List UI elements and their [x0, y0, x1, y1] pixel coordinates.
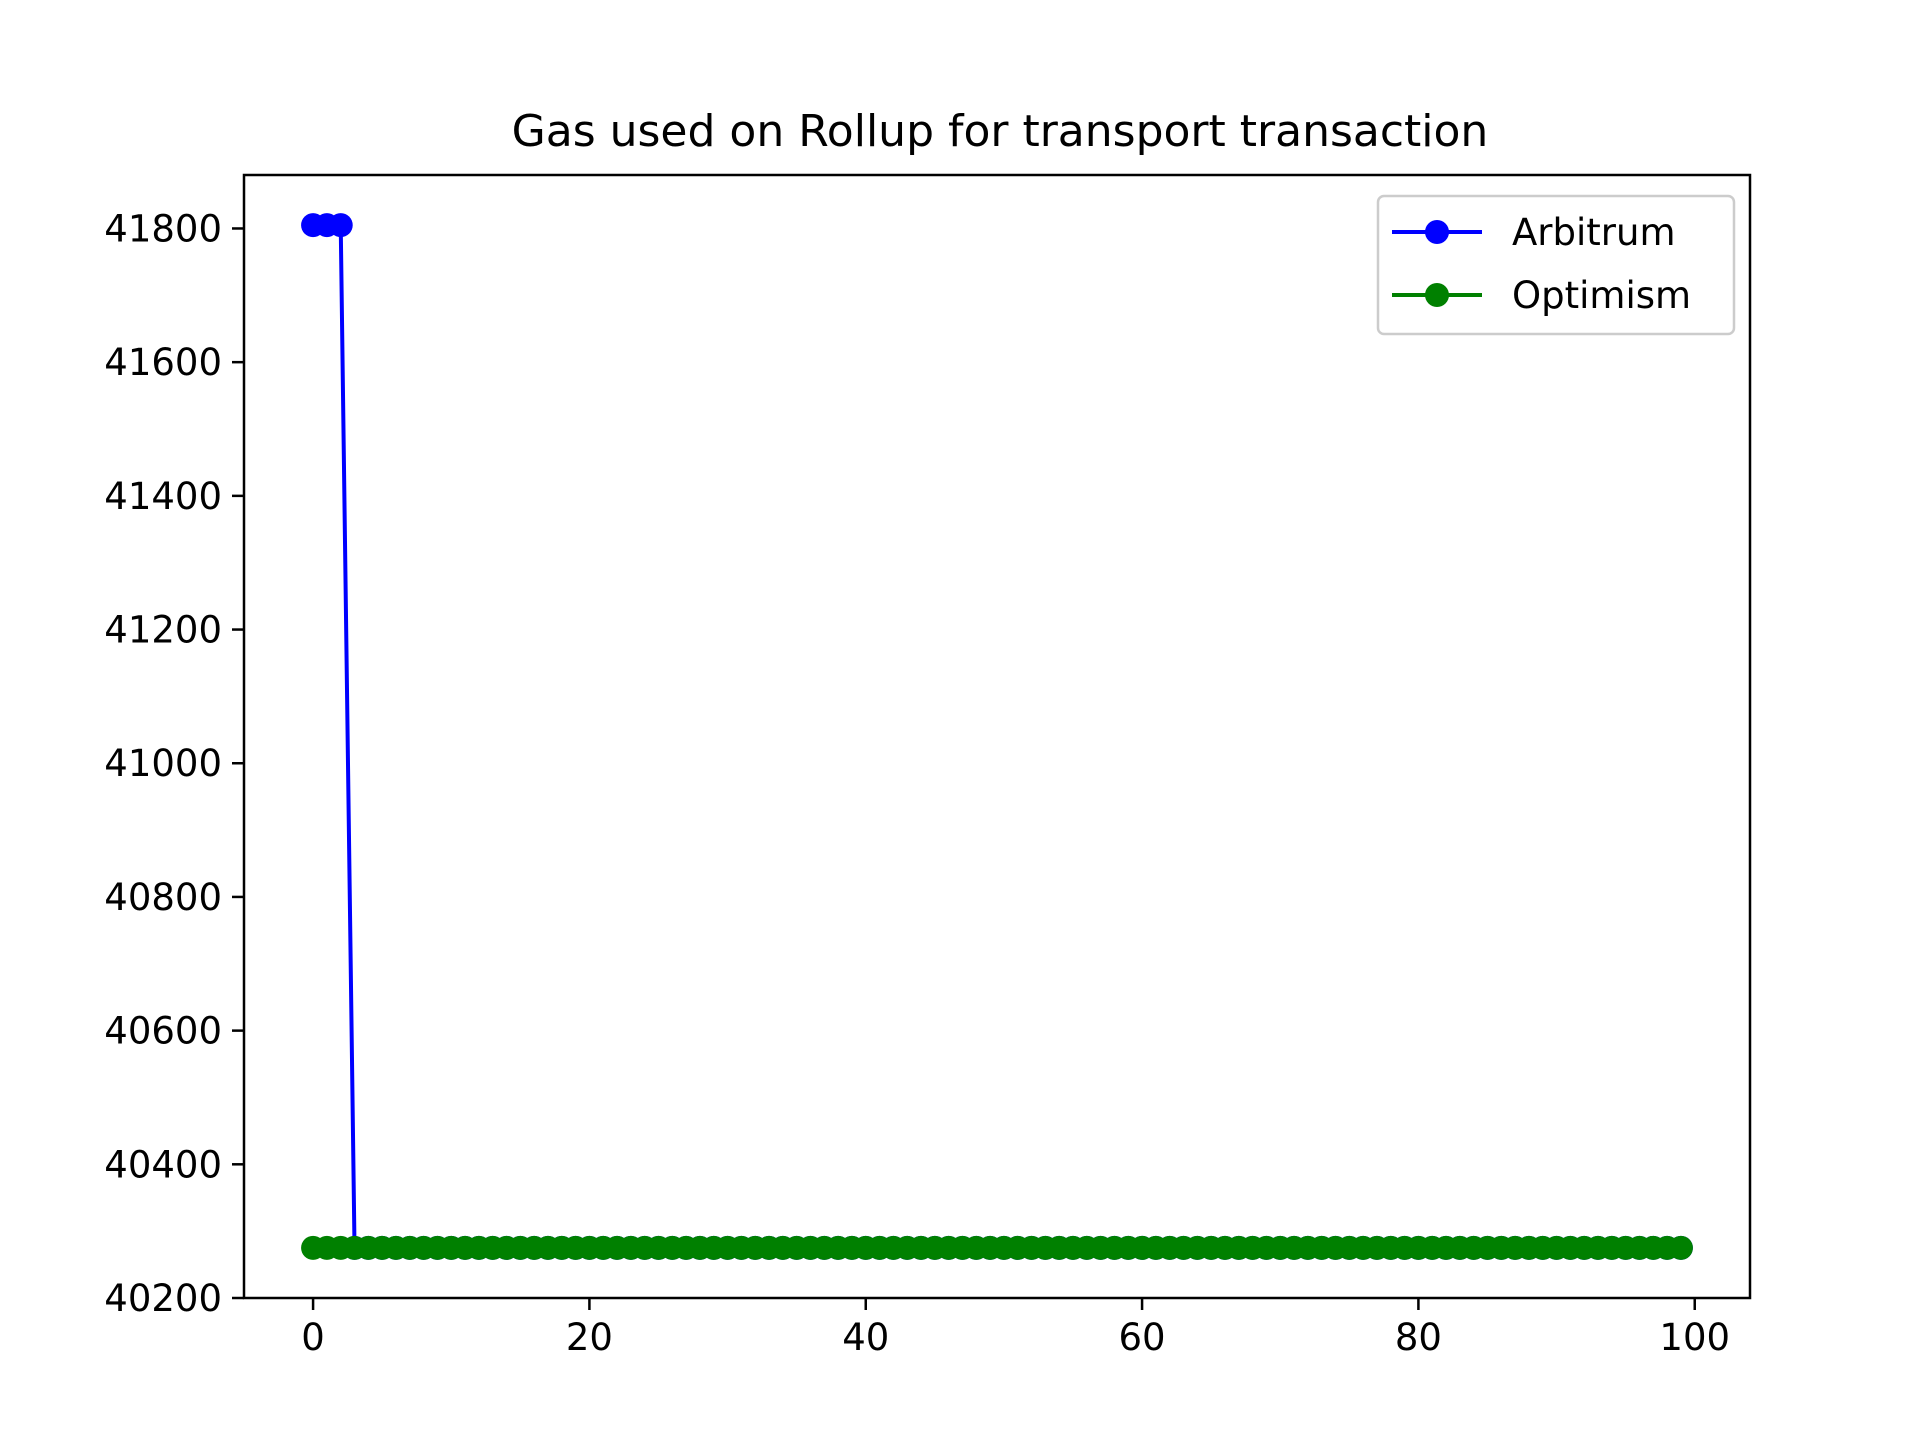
y-tick-label: 41400 [104, 475, 222, 518]
y-tick-label: 41600 [104, 341, 222, 384]
legend-label: Arbitrum [1512, 211, 1676, 254]
x-axis: 0 20 40 60 80 100 [301, 1298, 1730, 1359]
legend: Arbitrum Optimism [1376, 194, 1736, 336]
legend-item-optimism: Optimism [1392, 274, 1691, 317]
chart-title: Gas used on Rollup for transport transac… [512, 106, 1489, 157]
y-axis: 40200 40400 40600 40800 41000 41200 41400 41600… [104, 207, 244, 1320]
x-tick-label: 0 [301, 1316, 325, 1359]
y-tick-label: 40400 [104, 1143, 222, 1186]
y-tick-label: 40200 [104, 1277, 222, 1320]
series-optimism [301, 1235, 1693, 1260]
x-tick-label: 80 [1395, 1316, 1442, 1359]
plot-area [242, 173, 1752, 1300]
legend-marker [1425, 220, 1449, 244]
legend-marker [1425, 283, 1449, 307]
y-tick-label: 40600 [104, 1010, 222, 1053]
y-tick-label: 41200 [104, 609, 222, 652]
x-tick-label: 100 [1659, 1316, 1730, 1359]
data-point [1668, 1235, 1693, 1260]
x-tick-label: 20 [566, 1316, 613, 1359]
x-tick-label: 60 [1119, 1316, 1166, 1359]
y-tick-label: 41000 [104, 742, 222, 785]
y-tick-label: 40800 [104, 876, 222, 919]
legend-label: Optimism [1512, 274, 1691, 317]
x-tick-label: 40 [842, 1316, 889, 1359]
legend-item-arbitrum: Arbitrum [1392, 211, 1676, 254]
series-layer [301, 213, 1693, 1260]
plot-frame [242, 173, 1752, 1300]
data-point [328, 213, 353, 238]
y-tick-label: 41800 [104, 207, 222, 250]
